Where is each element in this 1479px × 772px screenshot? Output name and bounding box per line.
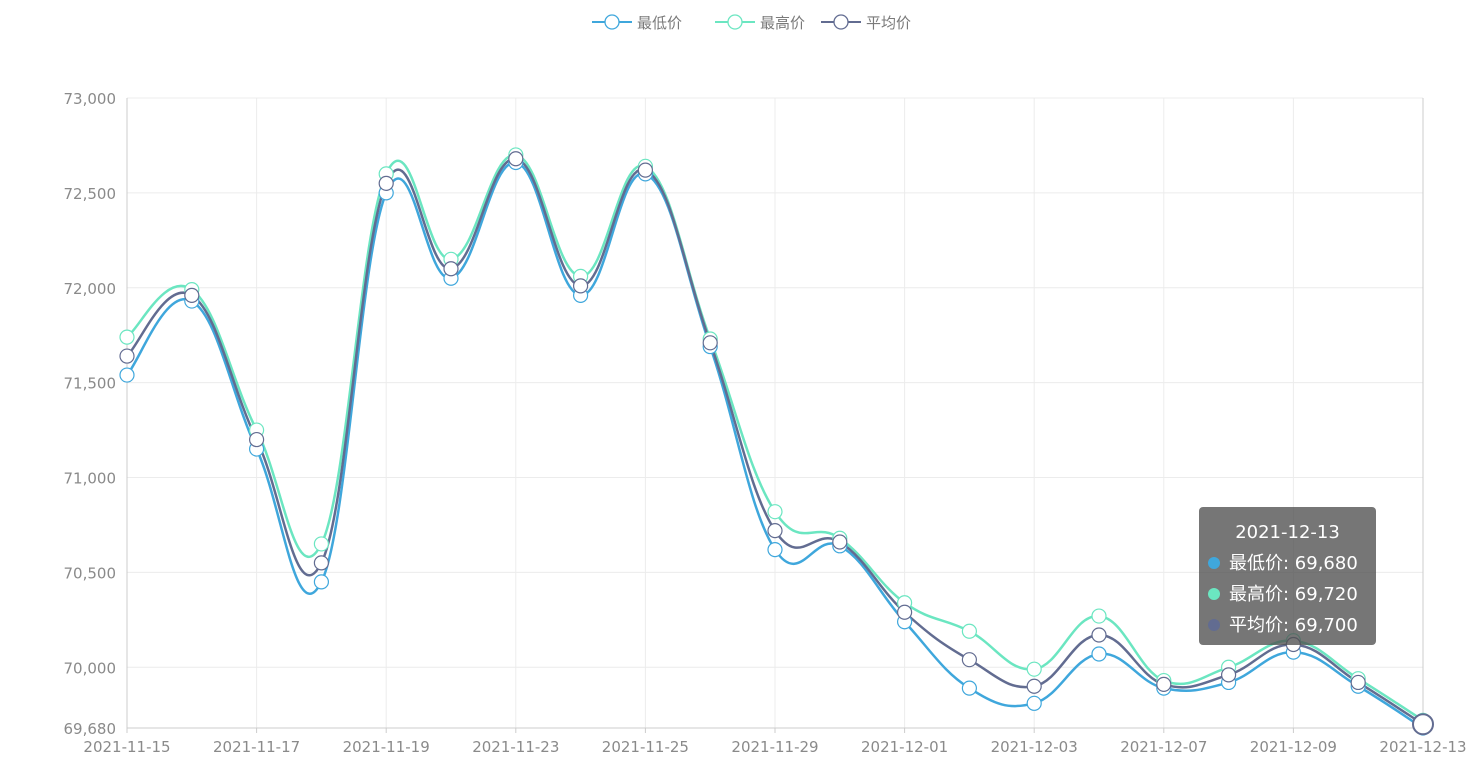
data-point[interactable] [119,367,135,383]
data-point[interactable] [961,652,978,668]
data-point[interactable] [572,278,589,294]
x-tick-label: 2021-11-23 [472,738,559,756]
y-tick-label: 72,000 [64,280,117,298]
data-point[interactable] [1091,627,1107,643]
data-point[interactable] [1026,661,1042,677]
tooltip-row: 最高价: 69,720 [1229,584,1358,605]
y-tick-label: 71,500 [64,375,117,393]
tooltip-row: 平均价: 69,700 [1229,615,1358,636]
x-tick-label: 2021-11-19 [343,738,430,756]
data-point[interactable] [637,162,654,178]
data-point[interactable] [119,329,135,345]
data-point[interactable] [896,604,913,620]
data-point[interactable] [767,504,783,520]
data-point[interactable] [119,348,135,364]
data-point[interactable] [961,623,978,639]
data-point[interactable] [184,287,200,303]
data-point[interactable] [443,261,459,277]
data-point[interactable] [1156,676,1172,692]
tooltip-series-dot [1208,588,1220,600]
x-tick-label: 2021-12-09 [1250,738,1337,756]
data-point[interactable] [313,574,329,590]
data-point[interactable] [961,680,978,696]
data-point[interactable] [1091,646,1107,662]
y-tick-label: 70,000 [64,659,117,677]
legend-label[interactable]: 最低价 [637,14,682,32]
data-point[interactable] [1412,713,1434,736]
x-tick-label: 2021-11-25 [602,738,689,756]
tooltip-row: 最低价: 69,680 [1229,553,1358,574]
x-tick-label: 2021-12-01 [861,738,948,756]
y-tick-label: 73,000 [64,90,117,108]
data-point[interactable] [832,534,848,550]
legend-label[interactable]: 平均价 [866,14,911,32]
data-point[interactable] [702,335,718,351]
x-tick-label: 2021-12-13 [1379,738,1466,756]
data-point[interactable] [767,542,783,558]
tooltip-series-dot [1208,619,1220,631]
data-point[interactable] [508,151,524,167]
x-tick-label: 2021-11-15 [83,738,170,756]
x-tick-label: 2021-12-07 [1120,738,1207,756]
y-tick-label: 72,500 [64,185,117,203]
tooltip-title: 2021-12-13 [1235,522,1340,543]
data-point[interactable] [313,536,329,552]
data-points[interactable] [119,147,1434,736]
data-point[interactable] [378,175,394,191]
x-tick-label: 2021-11-17 [213,738,300,756]
data-point[interactable] [1026,695,1042,711]
data-point[interactable] [1026,678,1042,694]
legend-marker-icon[interactable] [727,14,743,30]
data-point[interactable] [1350,674,1366,691]
legend-label[interactable]: 最高价 [760,14,805,32]
tooltip-box [1199,507,1376,645]
legend-marker-icon[interactable] [604,14,620,30]
data-point[interactable] [1220,667,1237,683]
tooltip-series-dot [1208,557,1220,569]
legend-marker-icon[interactable] [833,14,849,30]
y-tick-label: 70,500 [64,564,117,582]
data-point[interactable] [767,523,783,539]
data-point[interactable] [313,555,329,571]
x-tick-label: 2021-12-03 [991,738,1078,756]
y-tick-label: 71,000 [64,470,117,488]
data-point[interactable] [249,431,265,448]
x-tick-label: 2021-11-29 [731,738,818,756]
y-tick-label: 69,680 [64,720,117,738]
legend[interactable]: 最低价 最高价 平均价 [592,14,911,32]
axes: 69,680 70,000 70,500 71,000 71,500 72,000 72,5… [64,90,1467,756]
data-point[interactable] [1091,608,1107,624]
tooltip: 2021-12-13 最低价: 69,680 最高价: 69,720 平均价: 69,… [1199,507,1376,645]
